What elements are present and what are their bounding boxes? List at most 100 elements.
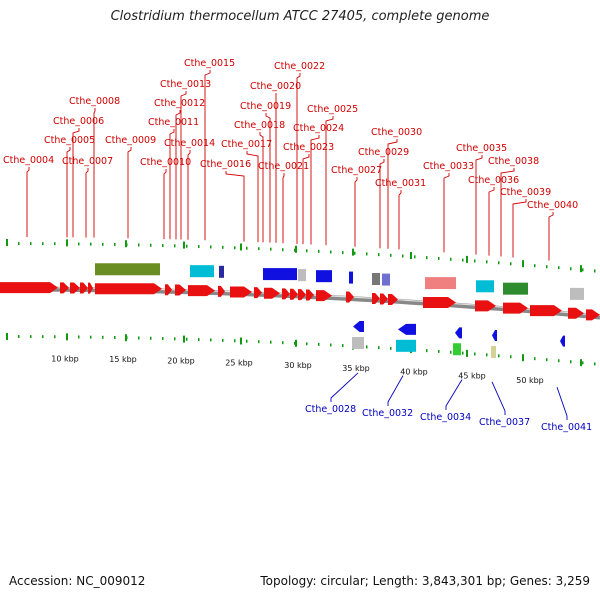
gene-label-cthe-0016: Cthe_0016 [200,159,251,170]
major-tick [580,359,582,367]
major-tick [66,239,68,247]
gene-label-leader [246,151,259,243]
gene-label-cthe-0038: Cthe_0038 [488,156,539,167]
gene-label-cthe-0007: Cthe_0007 [62,156,113,167]
minor-tick [414,255,416,259]
gene-label-leader [175,110,181,240]
minor-tick [42,242,44,246]
minor-tick [246,246,248,250]
minor-tick [186,337,188,341]
forward-gene-arrow [165,284,172,296]
minor-tick [150,336,152,340]
forward-gene-arrow [88,282,93,294]
gene-label-cthe-0020: Cthe_0020 [250,81,301,92]
minor-tick [294,248,296,252]
minor-tick [222,245,224,249]
forward-gene-arrow [60,282,69,294]
minor-tick [570,360,572,364]
minor-tick [30,335,32,339]
gene-label-cthe-0023: Cthe_0023 [283,142,334,153]
minor-tick [210,245,212,249]
minor-tick [486,260,488,264]
major-tick [125,334,127,342]
minor-tick [114,243,116,247]
forward-feature-box [263,268,297,281]
major-tick [240,243,242,251]
minor-tick [450,257,452,261]
tick-marks: 10 kbp 15 kbp 20 kbp 25 kbp 30 kbp 35 kbp 40 k… [6,239,596,385]
minor-tick [534,357,536,361]
gene-label-cthe-0036: Cthe_0036 [468,175,519,186]
minor-tick [162,244,164,248]
minor-tick [294,341,296,345]
minor-tick [138,336,140,340]
minor-tick [318,342,320,346]
minor-tick [354,251,356,255]
gene-label-cthe-0037: Cthe_0037 [479,417,530,428]
major-tick [240,337,242,345]
minor-tick [234,339,236,343]
forward-gene-arrow [388,294,398,306]
gene-label-leader [180,91,187,240]
gene-label-leader [500,168,515,257]
major-tick [6,333,8,341]
forward-gene-arrow [316,290,332,302]
minor-tick [90,335,92,339]
major-tick [522,260,524,268]
major-tick [295,339,297,347]
minor-tick [18,242,20,246]
minor-tick [330,343,332,347]
kbp-tick-label: 35 kbp [342,364,370,373]
major-tick [183,335,185,343]
minor-tick [162,337,164,341]
gene-label-cthe-0039: Cthe_0039 [500,187,551,198]
kbp-tick-label: 30 kbp [284,361,312,370]
features [0,263,600,358]
forward-feature-box [476,280,494,293]
kbp-tick-label: 40 kbp [400,367,428,376]
reverse-gene-arrow [353,320,364,332]
minor-tick [510,262,512,266]
gene-label-cthe-0029: Cthe_0029 [358,147,409,158]
minor-tick [174,337,176,341]
gene-label-leader [296,73,301,244]
minor-tick [174,244,176,248]
major-tick [410,252,412,260]
gene-label-leader [302,154,310,245]
minor-tick [306,249,308,253]
gene-label-leader [445,379,463,410]
gene-label-cthe-0021: Cthe_0021 [258,161,309,172]
reverse-gene-arrow [560,335,565,347]
gene-label-leader [475,155,483,255]
forward-gene-arrow [218,285,225,297]
forward-gene-arrow [423,297,456,309]
forward-gene-arrow [175,284,186,296]
gene-label-cthe-0005: Cthe_0005 [44,135,95,146]
minor-tick [546,358,548,362]
minor-tick [78,242,80,246]
forward-feature-box [382,273,390,286]
minor-tick [582,361,584,365]
minor-tick [78,335,80,339]
gene-label-leader [398,190,402,250]
major-tick [352,248,354,256]
minor-tick [258,247,260,251]
forward-gene-arrow [530,305,562,317]
minor-tick [570,267,572,271]
gene-label-leader [379,159,385,249]
major-tick [125,240,127,248]
gene-label-leader [85,168,89,238]
minor-tick [594,269,596,273]
minor-tick [582,268,584,272]
major-tick [522,354,524,362]
gene-label-cthe-0028: Cthe_0028 [305,404,356,415]
minor-tick [198,338,200,342]
minor-tick [546,265,548,269]
forward-gene-arrow [475,300,496,312]
gene-label-cthe-0010: Cthe_0010 [140,157,191,168]
gene-label-leader [387,375,404,406]
forward-feature-box [95,263,160,276]
gene-label-cthe-0032: Cthe_0032 [362,408,413,419]
gene-label-cthe-0009: Cthe_0009 [105,135,156,146]
kbp-tick-label: 45 kbp [458,371,486,380]
